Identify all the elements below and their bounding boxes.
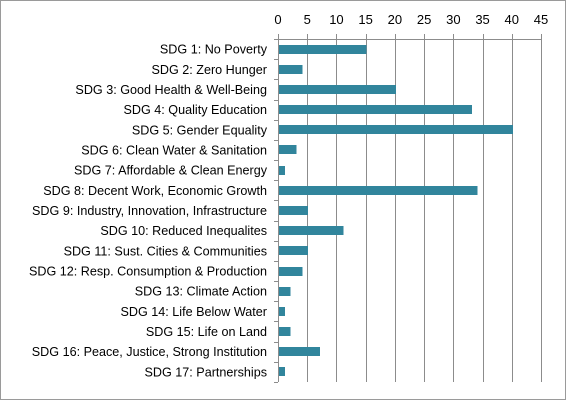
category-label: SDG 11: Sust. Cities & Communities [64, 244, 267, 258]
bar-sdg-8 [279, 186, 478, 195]
category-labels: SDG 1: No Poverty SDG 2: Zero Hunger SDG 3… [29, 43, 268, 380]
x-tick-label: 10 [329, 12, 343, 27]
bar-sdg-17 [279, 367, 285, 376]
x-tick-label: 20 [388, 12, 402, 27]
category-label: SDG 1: No Poverty [160, 43, 268, 57]
x-tick-label: 35 [475, 12, 489, 27]
category-label: SDG 2: Zero Hunger [152, 63, 268, 77]
x-tick-label: 15 [358, 12, 372, 27]
bar-sdg-2 [279, 65, 303, 74]
category-label: SDG 10: Reduced Inequalites [100, 224, 267, 238]
bar-sdg-12 [279, 267, 303, 276]
category-label: SDG 17: Partnerships [145, 365, 268, 379]
bar-sdg-11 [279, 246, 309, 255]
category-label: SDG 12: Resp. Consumption & Production [29, 265, 267, 279]
category-label: SDG 16: Peace, Justice, Strong Instituti… [32, 345, 267, 359]
bar-sdg-1 [279, 45, 367, 54]
x-tick-label: 25 [417, 12, 431, 27]
x-tick-label: 45 [534, 12, 548, 27]
category-label: SDG 3: Good Health & Well-Being [75, 83, 267, 97]
bar-sdg-4 [279, 105, 472, 114]
bar-sdg-15 [279, 327, 291, 336]
x-tick-label: 40 [505, 12, 519, 27]
bars [279, 45, 513, 376]
category-label: SDG 7: Affordable & Clean Energy [74, 164, 268, 178]
category-label: SDG 9: Industry, Innovation, Infrastruct… [32, 204, 267, 218]
bar-sdg-7 [279, 166, 285, 175]
category-label: SDG 15: Life on Land [146, 325, 267, 339]
x-tick-label: 5 [304, 12, 311, 27]
category-label: SDG 5: Gender Equality [132, 123, 268, 137]
bar-sdg-10 [279, 226, 344, 235]
category-label: SDG 8: Decent Work, Economic Growth [43, 184, 267, 198]
bar-sdg-3 [279, 85, 396, 94]
bar-sdg-14 [279, 307, 285, 316]
category-label: SDG 14: Life Below Water [120, 305, 267, 319]
category-label: SDG 13: Climate Action [135, 285, 267, 299]
bar-sdg-16 [279, 347, 320, 356]
axes [274, 34, 542, 383]
x-tick-label: 30 [446, 12, 460, 27]
bar-sdg-5 [279, 125, 513, 134]
bar-sdg-9 [279, 206, 309, 215]
category-label: SDG 6: Clean Water & Sanitation [81, 143, 267, 157]
gridlines [307, 39, 542, 382]
category-label: SDG 4: Quality Education [124, 103, 268, 117]
bar-sdg-13 [279, 287, 291, 296]
x-tick-labels: 0 5 10 15 20 25 30 35 40 45 [274, 12, 548, 27]
bar-sdg-6 [279, 145, 297, 154]
x-tick-label: 0 [274, 12, 281, 27]
